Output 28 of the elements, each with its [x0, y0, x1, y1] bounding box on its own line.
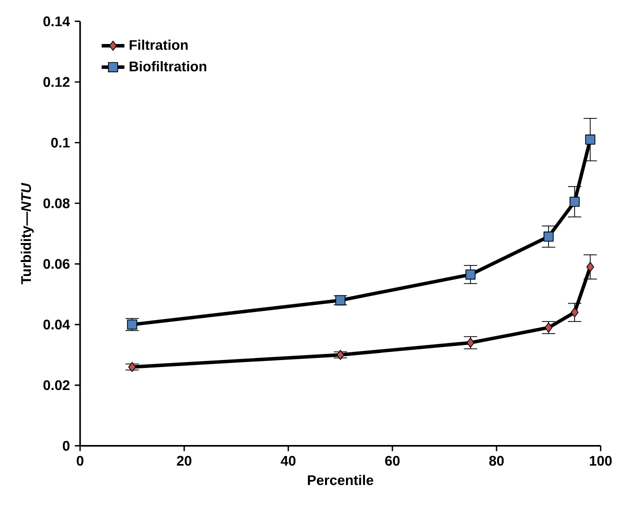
x-tick-label: 40: [280, 456, 296, 466]
point: [466, 338, 474, 348]
point: [570, 196, 580, 207]
y-tick-label: 0.1: [51, 138, 70, 148]
point: [586, 262, 594, 272]
y-tick-label: 0.14: [43, 16, 70, 26]
point: [465, 269, 476, 280]
y-axis-title: Turbidity—NTU: [20, 182, 34, 284]
y-tick-label: 0.02: [43, 380, 70, 390]
x-tick-label: 20: [176, 456, 192, 466]
legend-label: Filtration: [130, 40, 188, 50]
x-tick-label: 80: [489, 456, 504, 466]
y-tick-label: 0.06: [43, 258, 70, 269]
point: [544, 322, 552, 333]
point: [570, 307, 579, 318]
x-tick-label: 60: [385, 456, 400, 466]
point: [585, 134, 596, 145]
point: [128, 362, 136, 372]
x-axis-title: Percentile: [308, 474, 374, 485]
point: [544, 231, 554, 242]
y-tick-label: 0.12: [43, 76, 70, 87]
point: [336, 350, 344, 360]
x-tick-label: 0: [76, 456, 84, 466]
y-tick-label: 0: [62, 440, 70, 451]
legend-label: Biofiltration: [130, 60, 206, 72]
y-tick-label: 0.08: [43, 198, 70, 208]
y-tick-label: 0.04: [43, 319, 70, 330]
x-tick-label: 100: [590, 456, 612, 466]
